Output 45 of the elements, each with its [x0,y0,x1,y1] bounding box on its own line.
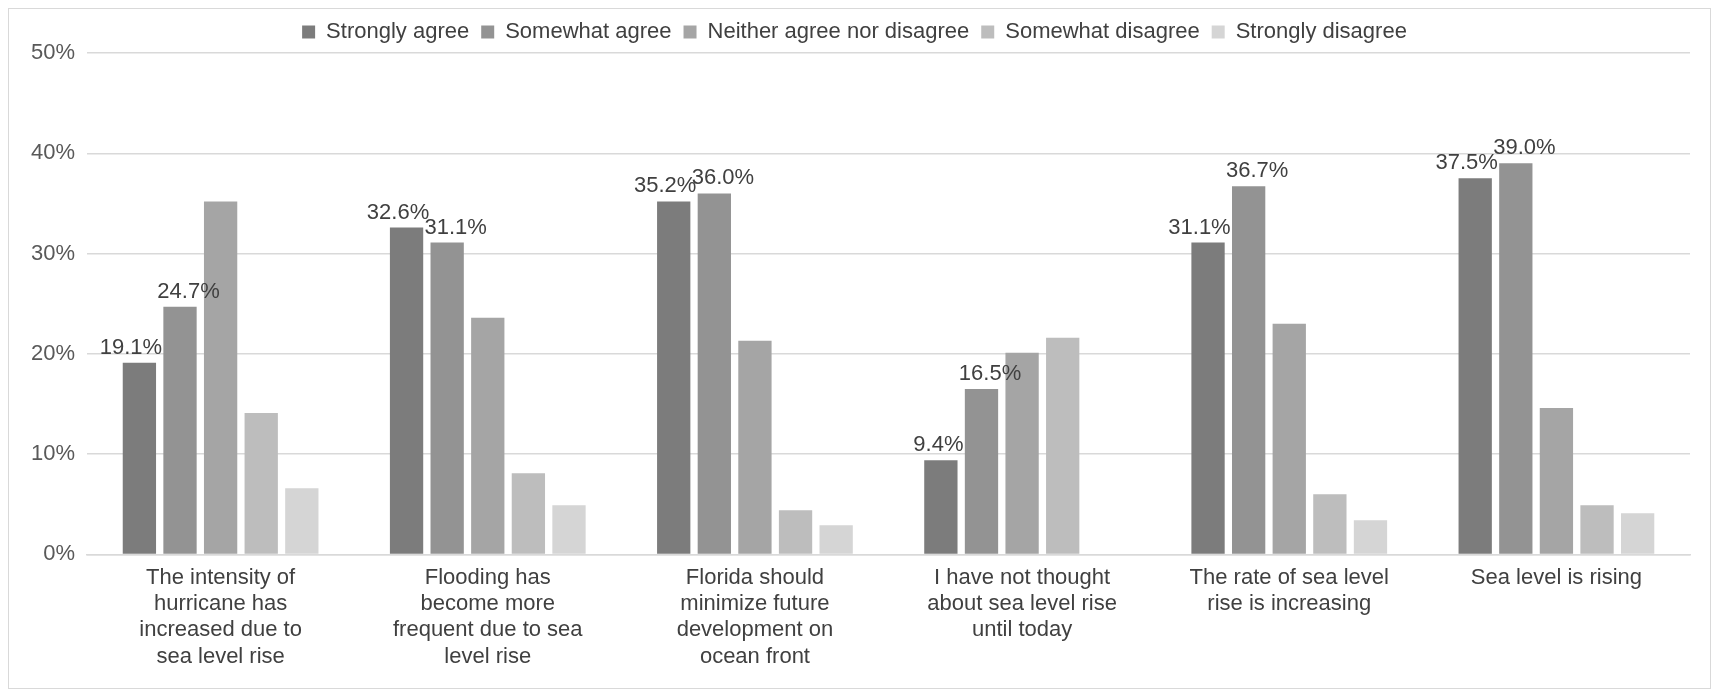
data-label: 36.7% [1226,157,1289,183]
y-tick-label: 40% [30,139,76,165]
legend-label: Strongly disagree [1235,18,1407,44]
data-label: 9.4% [913,431,964,457]
bar [1458,178,1492,554]
bar [1272,323,1306,554]
bar [1499,163,1533,554]
data-label: 16.5% [958,360,1022,385]
x-tick-label: I have not thought about sea level rise until today [927,563,1117,642]
y-tick-label: 30% [30,239,76,265]
bar [1313,494,1347,554]
y-tick-label: 20% [30,339,76,365]
y-tick-label: 10% [30,440,76,466]
bar [430,242,464,554]
legend-label: Somewhat agree [505,18,672,44]
bar [657,201,691,554]
bar [511,473,546,554]
data-label: 24.7% [157,277,220,303]
bar [697,193,731,554]
bar [964,388,999,554]
x-tick-label: Florida should minimize future development on ocean front [676,563,834,668]
x-tick-label: The intensity of hurricane has increased due to sea level rise [139,563,302,668]
bar [1539,407,1574,554]
y-tick-label: 50% [30,39,76,65]
bar [1191,242,1225,554]
bar [1580,505,1614,554]
bar [389,227,424,554]
x-tick-label: Sea level is rising [1470,563,1643,589]
bar [738,340,772,554]
legend-label: Strongly agree [326,18,470,44]
bar [122,362,157,554]
x-tick-label: Flooding has become more frequent due to sea level rise [392,563,584,668]
y-tick-label: 0% [43,540,76,566]
data-label: 19.1% [99,333,163,359]
bar [1046,337,1080,554]
x-tick-label: The rate of sea level rise is increasing [1189,563,1389,616]
bar [244,413,278,554]
legend-label: Somewhat disagree [1005,18,1200,44]
bar [778,510,813,554]
bar [924,460,958,554]
data-label: 31.1% [1168,213,1231,239]
bar [163,306,197,554]
bar [471,317,505,554]
bar [1232,186,1266,554]
legend-label: Neither agree nor disagree [707,18,970,44]
